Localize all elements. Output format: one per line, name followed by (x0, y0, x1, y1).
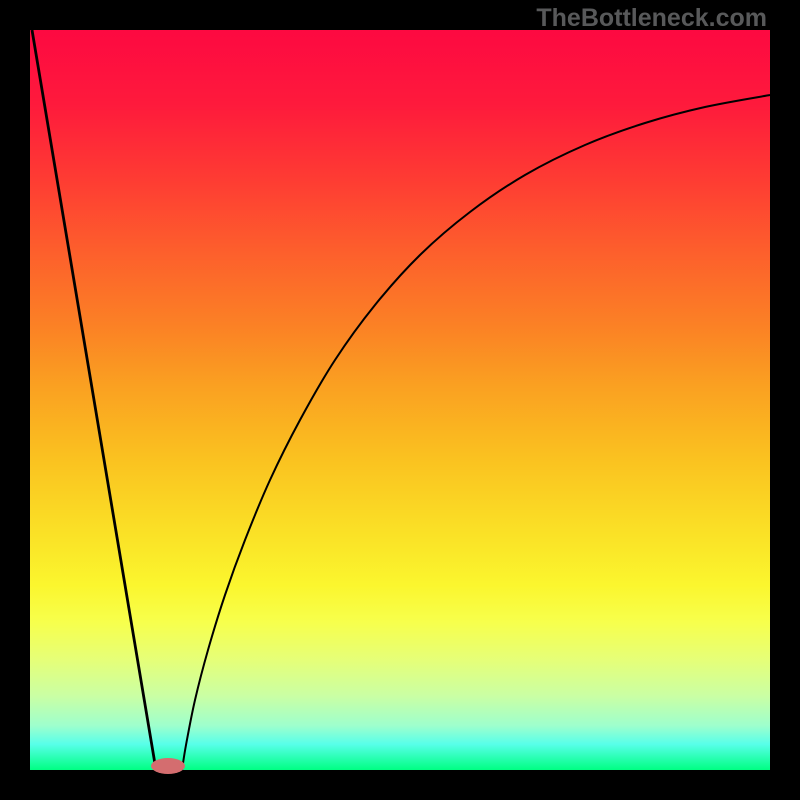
watermark-text: TheBottleneck.com (536, 4, 767, 33)
bottleneck-marker (151, 758, 185, 774)
gradient-background (30, 30, 770, 770)
bottleneck-chart (0, 0, 800, 800)
